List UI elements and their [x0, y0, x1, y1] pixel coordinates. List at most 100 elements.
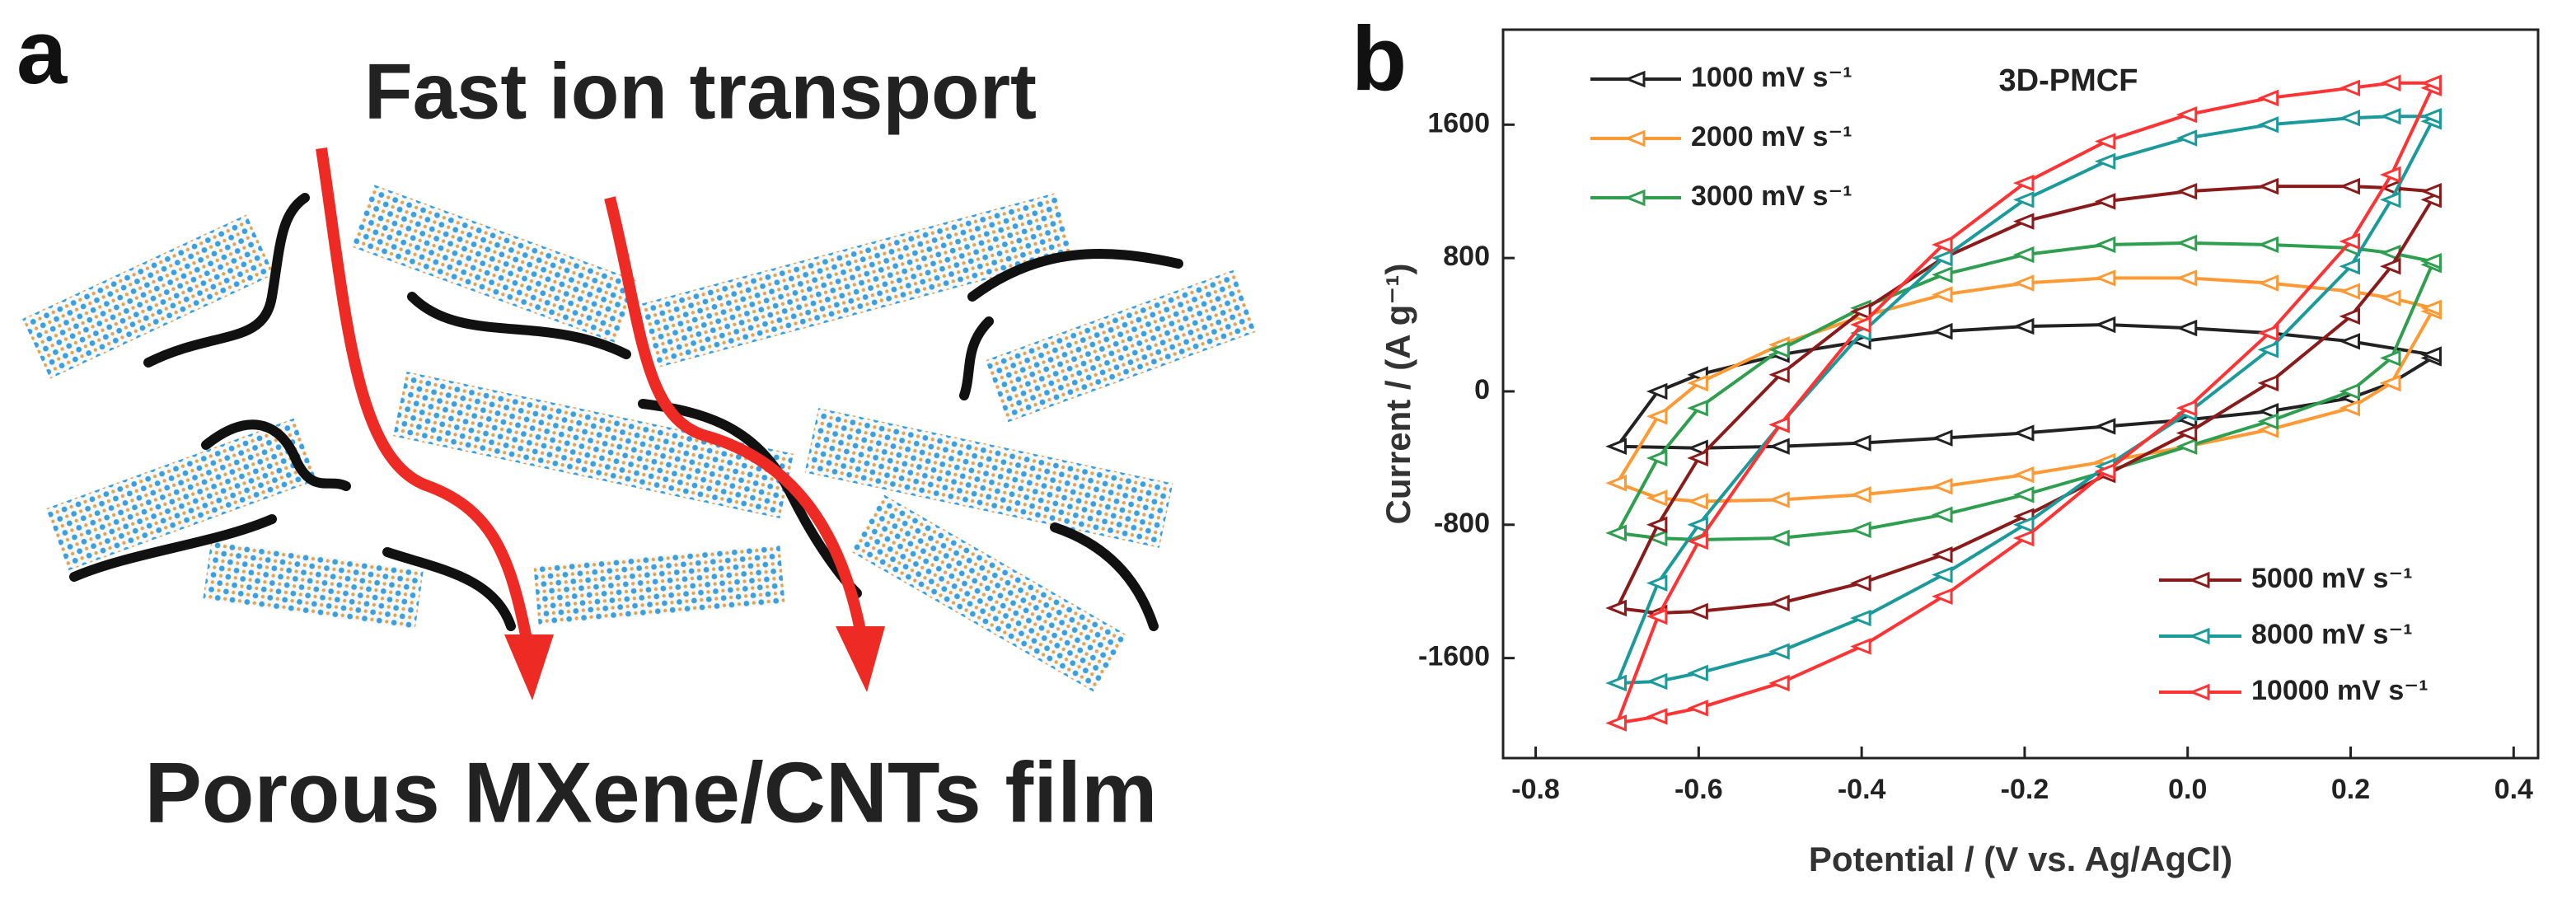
legend-label: 5000 mV s⁻¹: [2251, 563, 2413, 594]
marker: [1687, 399, 1708, 417]
marker: [2420, 346, 2442, 363]
x-tick-label: 0.4: [2494, 774, 2533, 805]
marker: [2012, 213, 2035, 230]
marker: [2094, 462, 2116, 480]
marker: [1646, 382, 1668, 400]
marker: [2379, 107, 2401, 125]
marker: [2420, 299, 2442, 317]
marker: [2012, 191, 2035, 208]
marker: [2176, 399, 2198, 417]
marker: [1850, 486, 1871, 503]
marker: [2257, 403, 2279, 420]
marker: [2176, 129, 2198, 147]
marker: [2339, 333, 2361, 350]
marker: [2094, 236, 2116, 254]
marker: [1932, 249, 1953, 267]
panel-label: a: [16, 2, 68, 103]
legend-marker: [2188, 683, 2210, 701]
marker: [2094, 193, 2116, 210]
panel-label: b: [1351, 8, 1407, 110]
nanotubes: [69, 193, 1183, 631]
legend-label: 2000 mV s⁻¹: [1691, 121, 1852, 152]
marker: [2339, 399, 2361, 417]
marker: [2012, 174, 2035, 192]
marker: [1850, 302, 1871, 321]
marker: [2339, 79, 2361, 97]
marker: [2420, 107, 2442, 125]
marker: [2012, 274, 2035, 292]
marker: [1646, 449, 1668, 467]
marker: [2339, 283, 2361, 300]
marker: [2094, 418, 2116, 435]
marker: [2257, 413, 2279, 430]
marker: [2176, 424, 2198, 442]
x-tick-label: -0.4: [1838, 774, 1886, 805]
y-tick-label: -800: [1434, 508, 1490, 539]
marker: [1646, 529, 1668, 547]
marker: [2257, 89, 2279, 107]
y-tick-label: 0: [1474, 374, 1490, 405]
x-tick-label: -0.6: [1674, 774, 1723, 805]
marker: [1850, 574, 1871, 592]
marker: [1932, 588, 1953, 605]
marker: [2420, 252, 2442, 270]
top-text: Fast ion transport: [364, 47, 1037, 135]
marker: [1768, 643, 1790, 660]
marker: [1768, 529, 1790, 547]
x-axis-label: Potential / (V vs. Ag/AgCl): [1809, 840, 2232, 878]
marker: [2379, 289, 2401, 307]
x-tick-label: -0.8: [1511, 774, 1560, 805]
marker: [2012, 516, 2035, 534]
marker: [1932, 236, 1953, 254]
legend-label: 10000 mV s⁻¹: [2251, 675, 2428, 706]
marker: [1768, 491, 1790, 508]
marker: [2257, 236, 2279, 254]
marker: [1850, 521, 1871, 539]
marker: [2176, 105, 2198, 124]
plot-frame: [1501, 28, 2540, 760]
marker: [1687, 602, 1708, 620]
marker: [2420, 74, 2442, 91]
marker: [1605, 714, 1627, 732]
marker: [2012, 317, 2035, 335]
marker: [2176, 234, 2198, 252]
marker: [1605, 599, 1627, 617]
marker: [1687, 449, 1708, 467]
marker: [2257, 274, 2279, 292]
marker: [2094, 133, 2116, 150]
legend-marker: [1623, 129, 1646, 147]
marker: [1932, 322, 1953, 340]
marker: [1768, 416, 1790, 433]
marker: [1768, 438, 1790, 455]
marker: [2176, 438, 2198, 455]
marker: [1850, 638, 1871, 655]
marker: [2339, 232, 2361, 251]
marker: [2339, 177, 2361, 195]
marker: [2339, 382, 2361, 400]
marker: [1646, 489, 1668, 507]
marker: [1932, 266, 1953, 283]
marker: [2094, 316, 2116, 334]
marker: [2379, 191, 2401, 208]
marker: [2012, 246, 2035, 264]
marker: [1646, 708, 1668, 725]
marker: [1932, 566, 1953, 583]
y-tick-label: 800: [1443, 241, 1490, 272]
marker: [1605, 475, 1627, 492]
marker: [2012, 466, 2035, 484]
marker: [1687, 374, 1708, 392]
marker: [2012, 486, 2035, 503]
marker: [2379, 374, 2401, 392]
marker: [2257, 177, 2279, 195]
marker: [1646, 516, 1668, 534]
marker: [2094, 269, 2116, 287]
marker: [1646, 607, 1668, 625]
marker: [1646, 408, 1668, 425]
marker: [1768, 366, 1790, 383]
marker: [2012, 529, 2035, 547]
marker: [1932, 478, 1953, 495]
marker: [1687, 516, 1708, 534]
marker: [2257, 374, 2279, 392]
legend-marker: [2188, 571, 2210, 589]
